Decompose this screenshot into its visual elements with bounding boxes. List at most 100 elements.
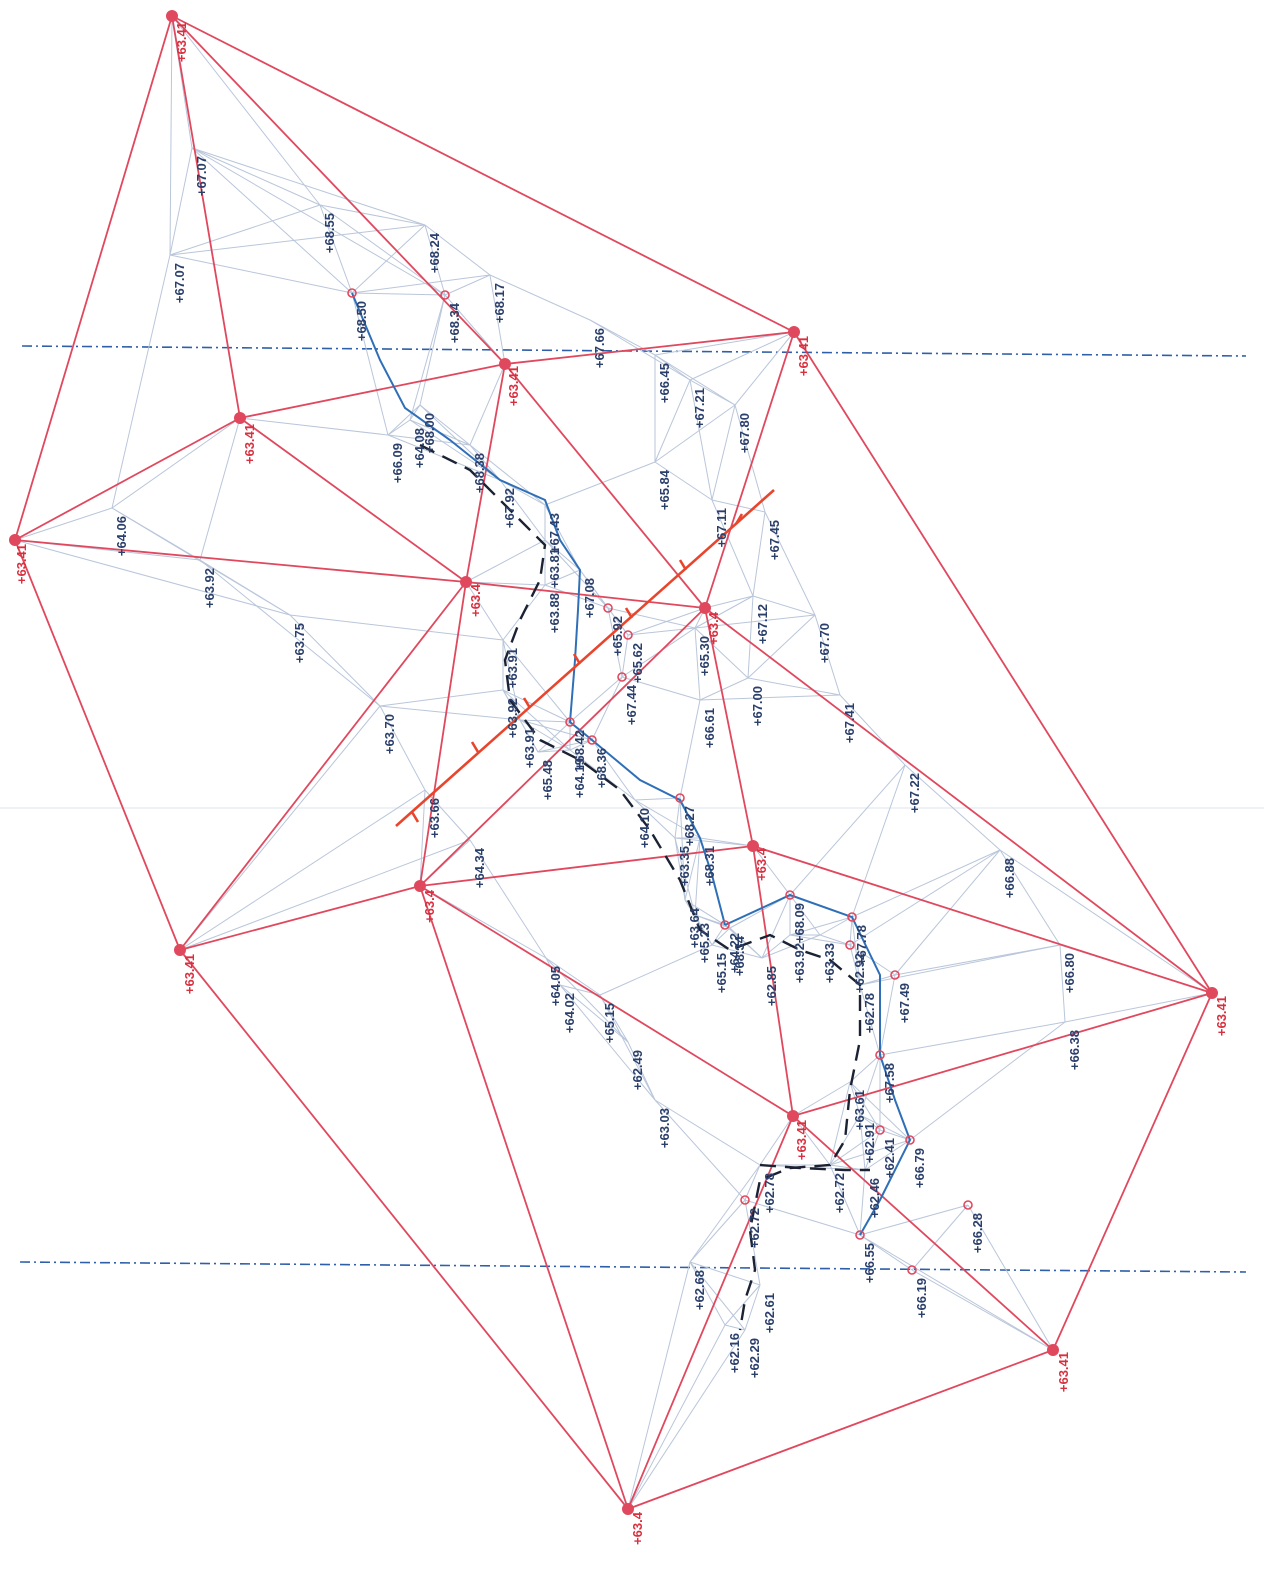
- boundary-edge: [179, 581, 467, 951]
- elevation-label: +68.50: [354, 301, 369, 341]
- elevation-label: +66.19: [914, 1278, 929, 1318]
- tin-edge: [351, 292, 389, 436]
- survey-point: [440, 290, 450, 300]
- tin-edge: [909, 1021, 1066, 1141]
- tin-edge: [519, 719, 571, 723]
- tin-edge: [191, 147, 426, 226]
- tin-edge: [744, 1199, 861, 1236]
- tin-edge: [379, 705, 426, 791]
- tin-edge: [627, 607, 706, 636]
- boundary-elevation-label: +63.4: [706, 611, 721, 645]
- tin-edge: [289, 614, 381, 707]
- tin-edge: [849, 849, 1001, 946]
- tin-edge: [684, 899, 731, 929]
- tin-edge: [465, 581, 546, 586]
- boundary-node: [499, 358, 511, 370]
- elevation-label: +67.70: [817, 623, 832, 663]
- tin-edge: [627, 1041, 656, 1101]
- elevation-label: +63.92: [505, 698, 520, 738]
- tin-edge: [829, 1129, 881, 1166]
- boundary-edge: [793, 331, 1213, 994]
- tin-edge: [465, 581, 504, 641]
- breakline: [724, 893, 912, 1236]
- elevation-label: +67.43: [547, 513, 562, 553]
- elevation-label: +63.92: [792, 943, 807, 983]
- tin-edge: [829, 1164, 861, 1236]
- tin-edge: [724, 1284, 761, 1326]
- boundary-node: [166, 10, 178, 22]
- tin-edge: [689, 331, 795, 381]
- tin-edge: [419, 789, 426, 887]
- tin-edge: [544, 461, 656, 506]
- elevation-label: +64.10: [637, 808, 652, 848]
- tin-edge: [179, 839, 471, 951]
- section-line: [395, 489, 775, 827]
- boundary-edge: [504, 331, 795, 365]
- boundary-node: [788, 326, 800, 338]
- tin-edge: [169, 254, 353, 294]
- tin-edge: [752, 511, 766, 597]
- survey-point: [845, 940, 855, 950]
- elevation-label: +67.12: [755, 604, 770, 644]
- tin-edge: [1059, 944, 1066, 1023]
- tin-edge: [654, 331, 795, 356]
- guide-lines: [19, 345, 1247, 1273]
- tin-edge: [764, 511, 816, 616]
- tin-edge: [627, 1329, 746, 1510]
- survey-point: [720, 920, 730, 930]
- tin-edge: [171, 15, 321, 206]
- tin-edge: [199, 559, 291, 616]
- survey-point: [890, 970, 900, 980]
- boundary-node: [747, 840, 759, 852]
- survey-point: [875, 1050, 885, 1060]
- elevation-label: +68.00: [422, 413, 437, 453]
- tin-edge: [752, 595, 816, 616]
- elevation-label: +62.29: [747, 1338, 762, 1378]
- tin-edge: [711, 927, 731, 946]
- tin-edge: [694, 914, 713, 946]
- tin-edge: [111, 417, 241, 509]
- tin-edge: [859, 1234, 1054, 1351]
- elevation-label: +68.31: [702, 846, 717, 886]
- elevation-label: +65.15: [602, 1003, 617, 1043]
- boundary-edge: [419, 885, 629, 1510]
- elevation-label: +62.46: [867, 1178, 882, 1218]
- tin-edge: [792, 1081, 851, 1117]
- tin-edge: [689, 1261, 761, 1286]
- boundary-edge: [704, 331, 795, 609]
- tin-edge: [502, 689, 571, 751]
- tin-edge: [499, 479, 546, 541]
- tin-edge: [502, 689, 571, 723]
- tin-edge: [879, 1129, 911, 1141]
- tin-edge: [699, 677, 749, 701]
- tin-edge: [621, 634, 629, 678]
- survey-point: [623, 630, 633, 640]
- tin-edge: [199, 559, 381, 707]
- elevation-label: +63.35: [677, 846, 692, 886]
- tin-edge: [694, 627, 749, 679]
- elevation-label: +63.91: [505, 648, 520, 688]
- elevation-label: +62.72: [747, 1208, 762, 1248]
- boundary-edge: [419, 845, 754, 887]
- tin-edge: [199, 417, 241, 561]
- tin-edge: [545, 957, 601, 996]
- tin-edge: [879, 1021, 1066, 1056]
- boundary-edge: [419, 885, 794, 1117]
- elevation-label: +65.15: [714, 953, 729, 993]
- tin-edge: [607, 607, 629, 636]
- tin-edge: [502, 639, 521, 721]
- tin-edge: [409, 404, 421, 421]
- tin-edge: [814, 614, 841, 696]
- breaklines-blue: [351, 292, 912, 1236]
- tin-mesh: [14, 15, 1213, 1510]
- tin-edge: [654, 379, 691, 463]
- tin-edge: [654, 354, 736, 406]
- boundary-elevation-label: +63.41: [1214, 996, 1229, 1036]
- tin-edge: [879, 974, 896, 1056]
- boundary-edge: [627, 1349, 1054, 1510]
- tin-edge: [319, 204, 426, 226]
- boundary-node: [414, 880, 426, 892]
- elevation-label: +65.84: [657, 469, 672, 510]
- boundary-edge: [14, 539, 467, 583]
